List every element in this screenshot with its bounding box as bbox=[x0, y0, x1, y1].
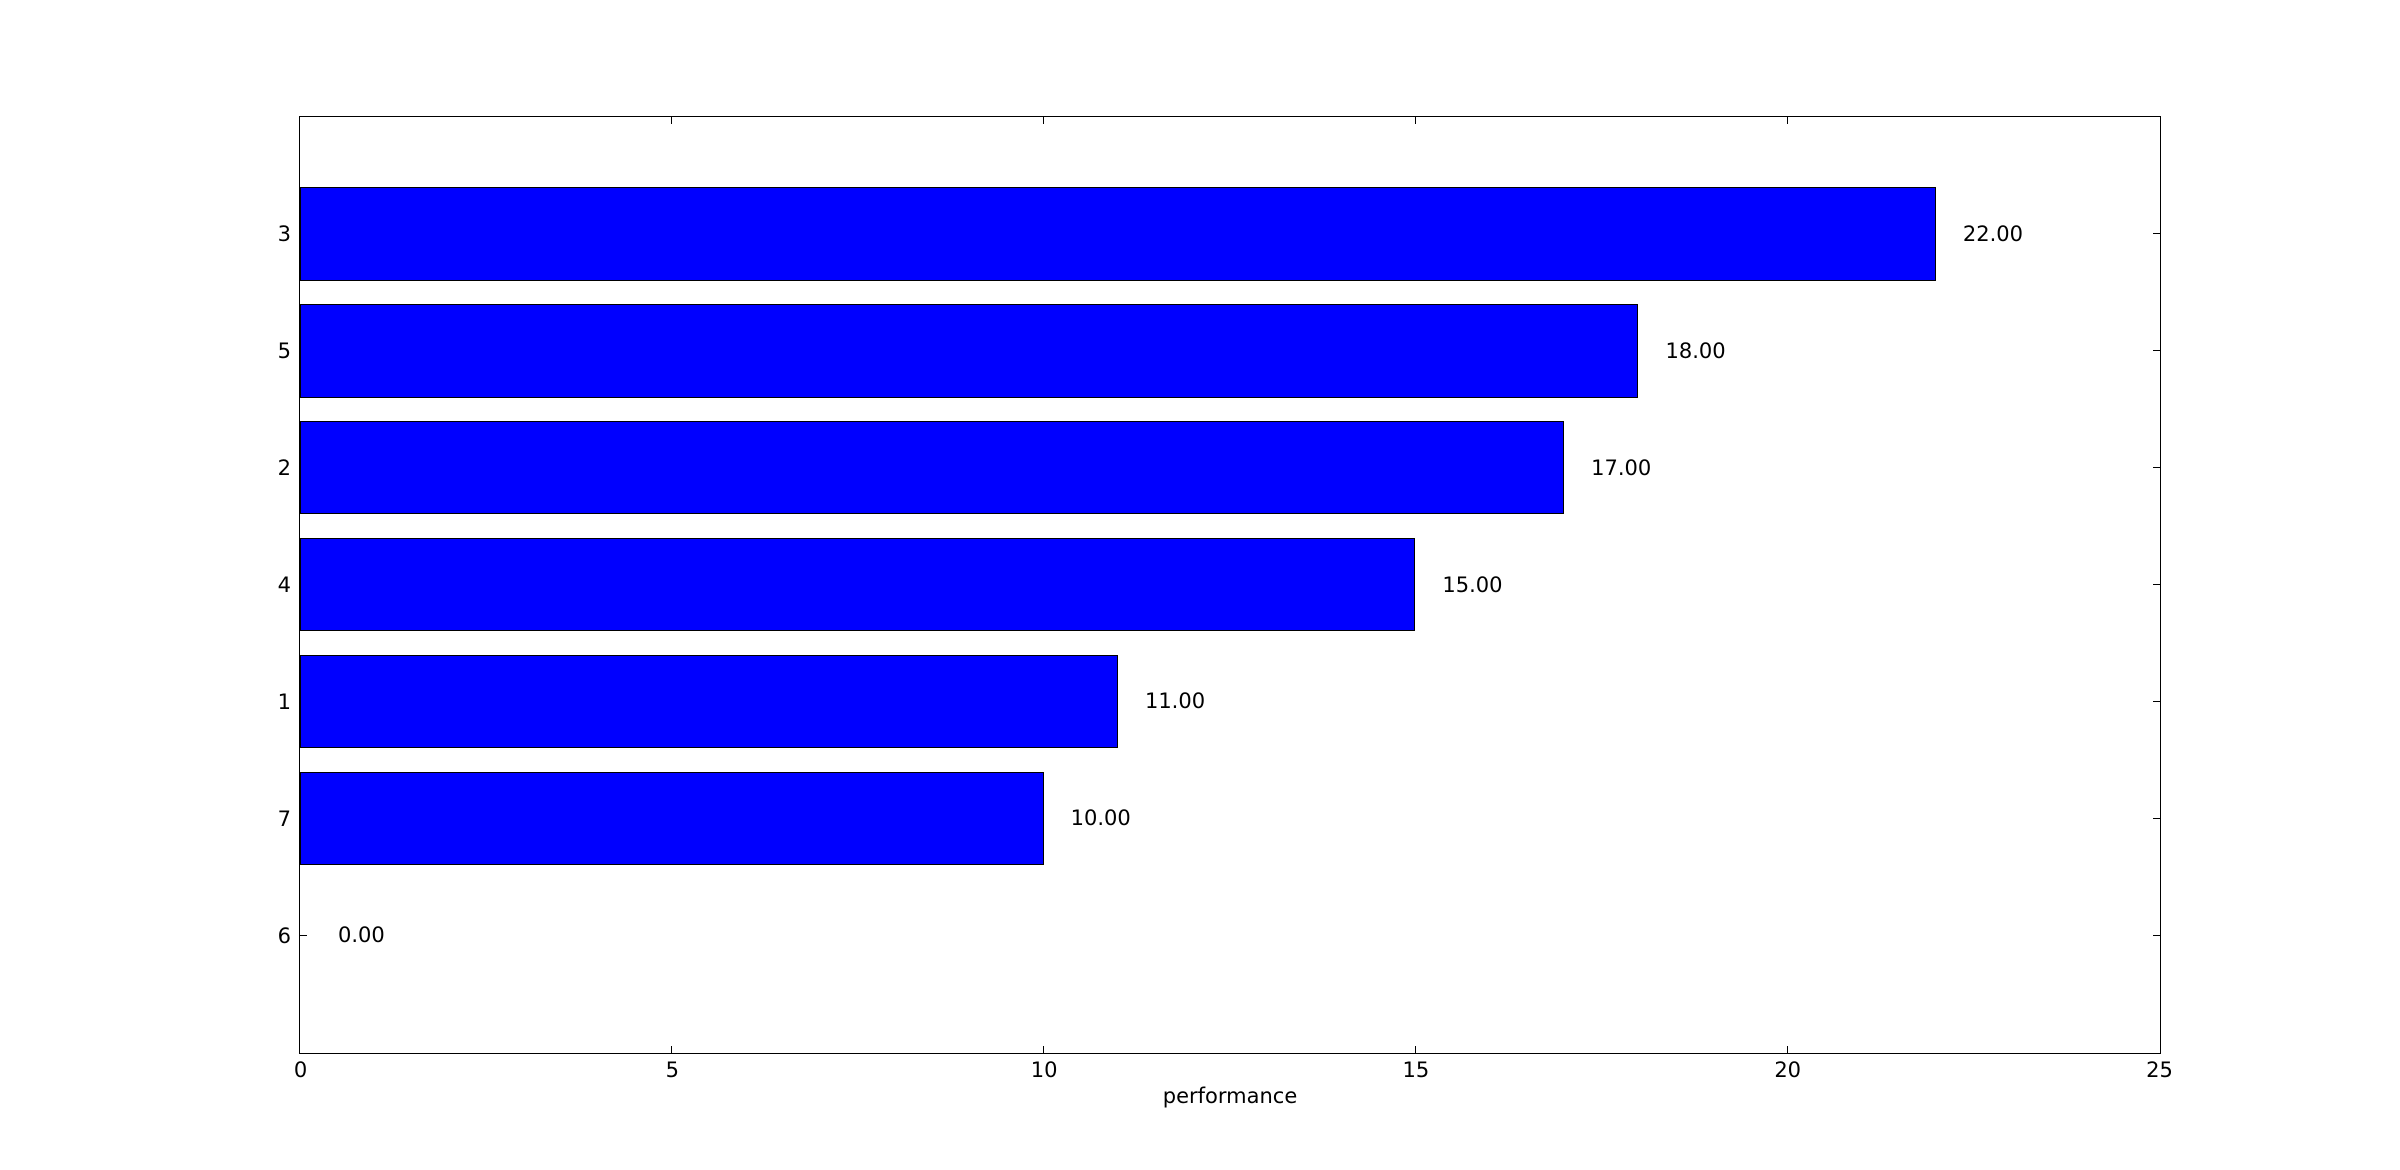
x-tick-label: 25 bbox=[2146, 1058, 2173, 1082]
y-tick-mark-right bbox=[2153, 584, 2160, 585]
bar bbox=[300, 304, 1639, 398]
bar bbox=[300, 537, 1416, 632]
x-tick-mark-top bbox=[1786, 117, 1788, 124]
x-tick-mark-bottom bbox=[671, 1046, 673, 1053]
y-tick-mark-left bbox=[300, 934, 307, 936]
x-axis-label: performance bbox=[1162, 1084, 1298, 1108]
y-tick-mark-right bbox=[2153, 934, 2160, 936]
x-tick-label: 15 bbox=[1402, 1058, 1430, 1082]
x-tick-mark-top bbox=[671, 117, 673, 124]
bar bbox=[300, 654, 1118, 749]
y-tick-mark-right bbox=[2153, 817, 2160, 819]
bar-value-label: 11.00 bbox=[1144, 689, 1206, 714]
plot-area: 22.00 18.00 17.00 15.00 11.00 10.00 0.00 bbox=[299, 116, 2161, 1054]
bar bbox=[300, 187, 1936, 281]
y-tick-mark-right bbox=[2153, 700, 2160, 702]
bar-value-label: 22.00 bbox=[1962, 221, 2024, 246]
y-tick-mark-right bbox=[2153, 233, 2160, 235]
y-tick-mark-right bbox=[2153, 350, 2160, 352]
bar-value-label: 10.00 bbox=[1070, 806, 1131, 831]
y-tick-mark-right bbox=[2153, 467, 2160, 469]
bar-value-label: 18.00 bbox=[1665, 338, 1726, 363]
y-tick-label: 6 bbox=[277, 923, 291, 948]
x-tick-label: 10 bbox=[1030, 1058, 1058, 1082]
x-tick-mark-bottom bbox=[1043, 1046, 1045, 1053]
bar bbox=[300, 771, 1044, 865]
y-tick-label: 4 bbox=[277, 573, 291, 597]
y-tick-label: 2 bbox=[277, 456, 291, 481]
bar-value-label: 15.00 bbox=[1442, 572, 1503, 597]
x-tick-label: 5 bbox=[665, 1058, 679, 1082]
y-tick-label: 7 bbox=[277, 806, 291, 831]
x-tick-mark-top bbox=[1043, 117, 1045, 124]
y-tick-label: 1 bbox=[277, 689, 291, 714]
x-tick-mark-bottom bbox=[1414, 1046, 1416, 1053]
x-tick-mark-top bbox=[1414, 117, 1416, 124]
bar bbox=[300, 420, 1565, 515]
y-tick-label: 5 bbox=[277, 339, 291, 364]
bar-value-label: 17.00 bbox=[1591, 455, 1652, 480]
x-tick-label: 0 bbox=[293, 1058, 308, 1082]
x-tick-label: 20 bbox=[1774, 1058, 1802, 1082]
x-tick-mark-bottom bbox=[1786, 1046, 1788, 1053]
y-tick-label: 3 bbox=[277, 222, 291, 247]
bar-value-label: 0.00 bbox=[338, 923, 385, 948]
